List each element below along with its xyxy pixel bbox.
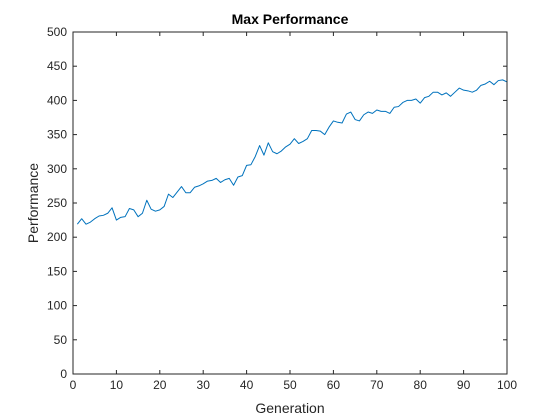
- plot-area: [73, 32, 507, 374]
- y-axis-title: Performance: [25, 163, 41, 243]
- x-tick-label: 100: [497, 378, 517, 392]
- y-tick-label: 200: [47, 230, 67, 244]
- y-tick-label: 500: [47, 25, 67, 39]
- x-tick-label: 70: [370, 378, 384, 392]
- y-tick-label: 400: [47, 93, 67, 107]
- y-tick-label: 250: [47, 196, 67, 210]
- x-tick-label: 50: [283, 378, 297, 392]
- x-tick-label: 30: [197, 378, 211, 392]
- y-tick-label: 450: [47, 59, 67, 73]
- y-tick-label: 100: [47, 299, 67, 313]
- y-tick-label: 300: [47, 162, 67, 176]
- x-tick-label: 90: [457, 378, 471, 392]
- y-tick-label: 0: [60, 367, 67, 381]
- x-tick-label: 40: [240, 378, 254, 392]
- y-tick-label: 150: [47, 264, 67, 278]
- x-tick-label: 10: [110, 378, 124, 392]
- x-tick-label: 20: [153, 378, 167, 392]
- x-axis-title: Generation: [255, 400, 324, 416]
- x-tick-label: 0: [70, 378, 77, 392]
- x-tick-label: 60: [327, 378, 341, 392]
- series-line: [76, 79, 508, 225]
- x-tick-label: 80: [414, 378, 428, 392]
- y-tick-label: 350: [47, 128, 67, 142]
- y-tick-label: 50: [54, 333, 68, 347]
- chart-title: Max Performance: [232, 11, 349, 27]
